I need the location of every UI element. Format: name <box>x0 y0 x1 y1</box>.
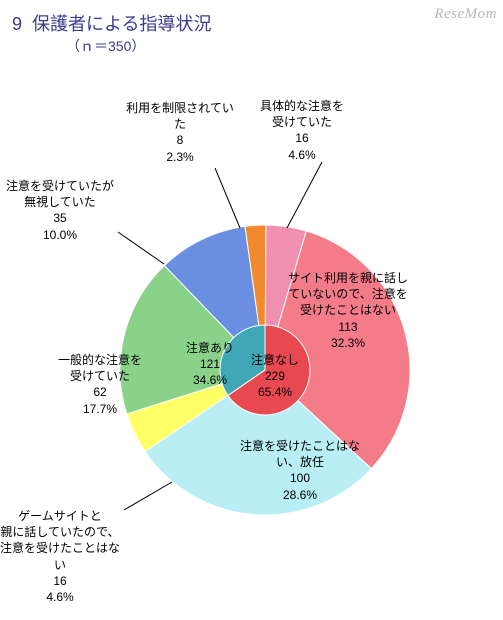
slice-label: 注意を受けていたが 無視していた 35 10.0% <box>0 178 130 243</box>
slice-label: ゲームサイトと 親に話していたので、 注意を受けたことはな い 16 4.6% <box>0 508 130 605</box>
leader-line <box>124 482 172 510</box>
inner-slice-label: 注意なし 229 65.4% <box>205 352 345 401</box>
slice-label: 具体的な注意を 受けていた 16 4.6% <box>232 98 372 163</box>
slice-label: サイト利用を親に話し ていないので、注意を 受けたことはない 113 32.3% <box>278 270 418 351</box>
slice-label: 利用を制限されてい た 8 2.3% <box>110 100 250 165</box>
leader-line <box>215 168 240 228</box>
slice-label: 注意を受けたことはな い、放任 100 28.6% <box>230 438 370 503</box>
leader-line <box>287 162 322 228</box>
